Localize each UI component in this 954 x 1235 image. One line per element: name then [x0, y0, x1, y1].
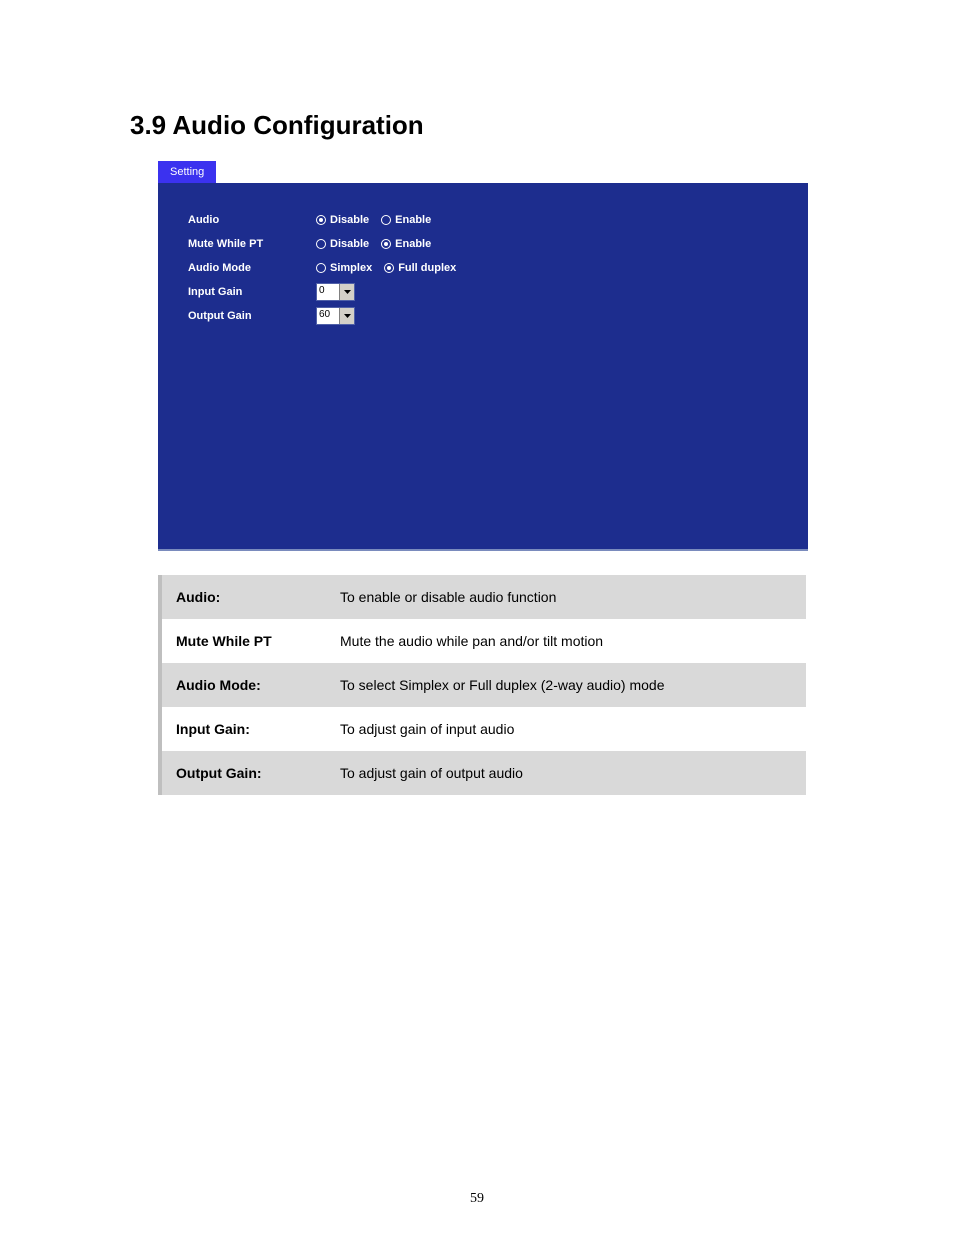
table-row: Input Gain: To adjust gain of input audi…	[160, 707, 806, 751]
radio-label-audio-disable: Disable	[330, 214, 369, 226]
label-output-gain: Output Gain	[188, 310, 316, 322]
radio-mode-full-duplex[interactable]	[384, 263, 394, 273]
document-page: 3.9 Audio Configuration Setting Audio Di…	[0, 0, 954, 1235]
row-output-gain: Output Gain 60	[188, 305, 808, 327]
settings-panel: Setting Audio Disable Enable Mute While …	[158, 161, 808, 551]
text-audio: To enable or disable audio function	[326, 575, 806, 619]
table-row: Output Gain: To adjust gain of output au…	[160, 751, 806, 795]
tab-bar: Setting	[158, 161, 808, 183]
text-audio-mode: To select Simplex or Full duplex (2-way …	[326, 663, 806, 707]
select-output-gain[interactable]: 60	[316, 307, 355, 325]
term-output-gain: Output Gain:	[160, 751, 326, 795]
value-mute-while-pt: Disable Enable	[316, 238, 439, 250]
radio-mute-enable[interactable]	[381, 239, 391, 249]
radio-label-mute-enable: Enable	[395, 238, 431, 250]
select-input-gain[interactable]: 0	[316, 283, 355, 301]
term-audio: Audio:	[160, 575, 326, 619]
table-row: Mute While PT Mute the audio while pan a…	[160, 619, 806, 663]
radio-mode-simplex[interactable]	[316, 263, 326, 273]
text-output-gain: To adjust gain of output audio	[326, 751, 806, 795]
term-input-gain: Input Gain:	[160, 707, 326, 751]
row-input-gain: Input Gain 0	[188, 281, 808, 303]
value-audio-mode: Simplex Full duplex	[316, 262, 464, 274]
description-table: Audio: To enable or disable audio functi…	[158, 575, 808, 795]
row-audio: Audio Disable Enable	[188, 209, 808, 231]
value-input-gain: 0	[316, 283, 355, 301]
radio-mute-disable[interactable]	[316, 239, 326, 249]
radio-label-audio-enable: Enable	[395, 214, 431, 226]
radio-audio-disable[interactable]	[316, 215, 326, 225]
label-audio-mode: Audio Mode	[188, 262, 316, 274]
text-input-gain: To adjust gain of input audio	[326, 707, 806, 751]
select-output-gain-value: 60	[317, 308, 339, 324]
radio-label-mode-full-duplex: Full duplex	[398, 262, 456, 274]
section-heading: 3.9 Audio Configuration	[130, 110, 824, 141]
settings-form: Audio Disable Enable Mute While PT Disab…	[158, 183, 808, 327]
tab-setting[interactable]: Setting	[158, 161, 217, 183]
term-audio-mode: Audio Mode:	[160, 663, 326, 707]
page-number: 59	[0, 1191, 954, 1207]
radio-label-mode-simplex: Simplex	[330, 262, 372, 274]
chevron-down-icon	[339, 308, 354, 324]
label-mute-while-pt: Mute While PT	[188, 238, 316, 250]
select-input-gain-value: 0	[317, 284, 339, 300]
row-audio-mode: Audio Mode Simplex Full duplex	[188, 257, 808, 279]
value-audio: Disable Enable	[316, 214, 439, 226]
radio-audio-enable[interactable]	[381, 215, 391, 225]
text-mute-while-pt: Mute the audio while pan and/or tilt mot…	[326, 619, 806, 663]
label-audio: Audio	[188, 214, 316, 226]
term-mute-while-pt: Mute While PT	[160, 619, 326, 663]
label-input-gain: Input Gain	[188, 286, 316, 298]
chevron-down-icon	[339, 284, 354, 300]
row-mute-while-pt: Mute While PT Disable Enable	[188, 233, 808, 255]
table-row: Audio: To enable or disable audio functi…	[160, 575, 806, 619]
value-output-gain: 60	[316, 307, 355, 325]
table-row: Audio Mode: To select Simplex or Full du…	[160, 663, 806, 707]
radio-label-mute-disable: Disable	[330, 238, 369, 250]
